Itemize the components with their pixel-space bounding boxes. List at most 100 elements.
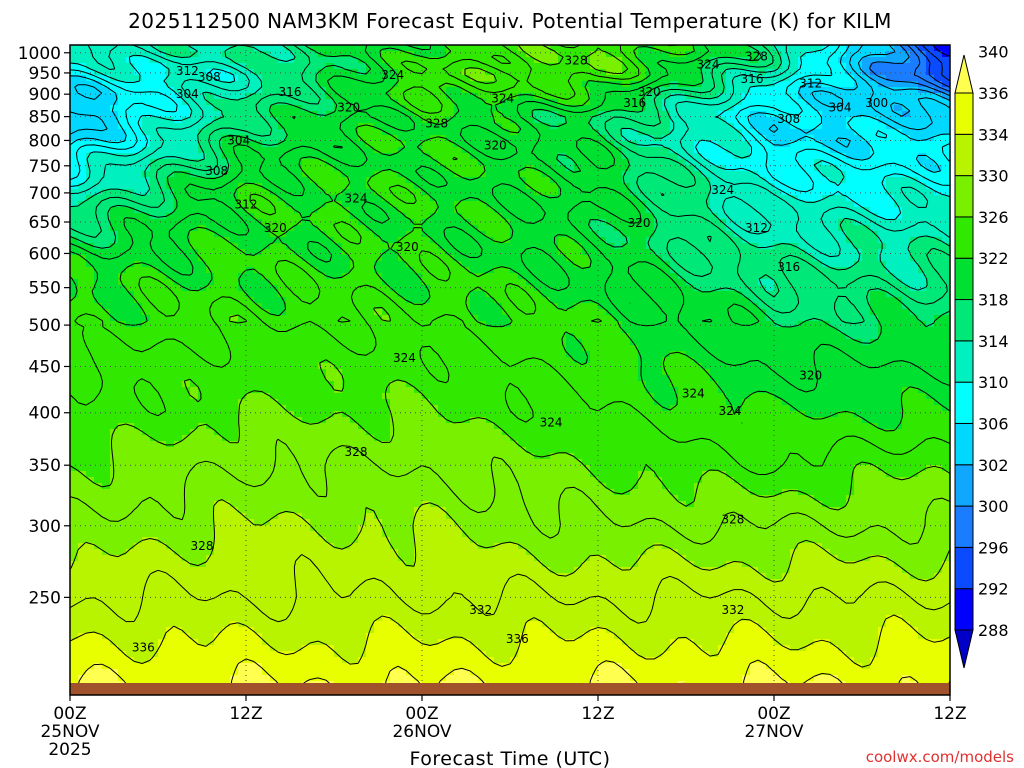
field-cell xyxy=(918,99,927,106)
field-cell xyxy=(942,201,950,208)
field-cell xyxy=(126,45,135,52)
field-cell xyxy=(662,129,671,136)
field-cell xyxy=(822,123,831,130)
field-cell xyxy=(94,63,103,70)
field-cell xyxy=(422,315,431,322)
field-cell xyxy=(574,267,583,274)
field-cell xyxy=(430,75,439,82)
field-cell xyxy=(150,147,159,154)
field-cell xyxy=(550,51,559,58)
field-cell xyxy=(710,189,719,196)
field-cell xyxy=(606,135,615,142)
field-cell xyxy=(606,165,615,172)
field-cell xyxy=(550,159,559,166)
field-cell xyxy=(302,267,311,274)
field-cell xyxy=(566,69,575,76)
field-cell xyxy=(806,309,815,316)
field-cell xyxy=(646,147,655,154)
field-cell xyxy=(886,207,895,214)
field-cell xyxy=(534,309,543,316)
field-cell xyxy=(206,297,215,304)
field-cell xyxy=(150,243,159,250)
field-cell xyxy=(838,153,847,160)
field-cell xyxy=(574,273,583,280)
field-cell xyxy=(110,309,119,316)
field-cell xyxy=(886,129,895,136)
field-cell xyxy=(118,303,127,310)
field-cell xyxy=(102,201,111,208)
field-cell xyxy=(366,51,375,58)
field-cell xyxy=(806,243,815,250)
field-cell xyxy=(510,237,519,244)
field-cell xyxy=(446,99,455,106)
field-cell xyxy=(78,93,87,100)
field-cell xyxy=(870,285,879,292)
field-cell xyxy=(694,291,703,298)
field-cell xyxy=(790,297,799,304)
field-cell xyxy=(438,45,447,52)
field-cell xyxy=(446,51,455,58)
field-cell xyxy=(790,207,799,214)
field-cell xyxy=(910,45,919,52)
field-cell xyxy=(366,207,375,214)
field-cell xyxy=(862,69,871,76)
field-cell xyxy=(494,243,503,250)
field-cell xyxy=(822,63,831,70)
field-cell xyxy=(854,255,863,262)
field-cell xyxy=(454,291,463,298)
field-cell xyxy=(470,243,479,250)
field-cell xyxy=(110,297,119,304)
field-cell xyxy=(334,75,343,82)
field-cell xyxy=(286,141,295,148)
field-cell xyxy=(318,291,327,298)
field-cell xyxy=(310,225,319,232)
field-cell xyxy=(398,87,407,94)
field-cell xyxy=(206,255,215,262)
field-cell xyxy=(382,219,391,226)
field-cell xyxy=(846,255,855,262)
field-cell xyxy=(446,129,455,136)
field-cell xyxy=(502,135,511,142)
field-cell xyxy=(270,297,279,304)
field-cell xyxy=(790,237,799,244)
field-cell xyxy=(942,291,950,298)
field-cell xyxy=(406,261,415,268)
field-cell xyxy=(334,105,343,112)
field-cell xyxy=(838,165,847,172)
field-cell xyxy=(206,45,215,52)
field-cell xyxy=(526,87,535,94)
field-cell xyxy=(750,159,759,166)
field-cell xyxy=(566,309,575,316)
field-cell xyxy=(366,285,375,292)
field-cell xyxy=(158,111,167,118)
field-cell xyxy=(406,249,415,256)
field-cell xyxy=(454,141,463,148)
field-cell xyxy=(566,195,575,202)
field-cell xyxy=(526,135,535,142)
field-cell xyxy=(638,225,647,232)
field-cell xyxy=(430,57,439,64)
field-cell xyxy=(806,213,815,220)
field-cell xyxy=(726,183,735,190)
field-cell xyxy=(758,165,767,172)
field-cell xyxy=(126,285,135,292)
field-cell xyxy=(310,267,319,274)
field-cell xyxy=(94,291,103,298)
field-cell xyxy=(734,309,743,316)
field-cell xyxy=(518,105,527,112)
field-cell xyxy=(142,219,151,226)
field-cell xyxy=(470,189,479,196)
field-cell xyxy=(470,255,479,262)
field-cell xyxy=(558,201,567,208)
field-cell xyxy=(342,255,351,262)
field-cell xyxy=(134,267,143,274)
field-cell xyxy=(414,111,423,118)
field-cell xyxy=(678,285,687,292)
field-cell xyxy=(342,69,351,76)
field-cell xyxy=(246,93,255,100)
field-cell xyxy=(846,183,855,190)
field-cell xyxy=(590,159,599,166)
field-cell xyxy=(310,219,319,226)
field-cell xyxy=(478,165,487,172)
field-cell xyxy=(550,309,559,316)
